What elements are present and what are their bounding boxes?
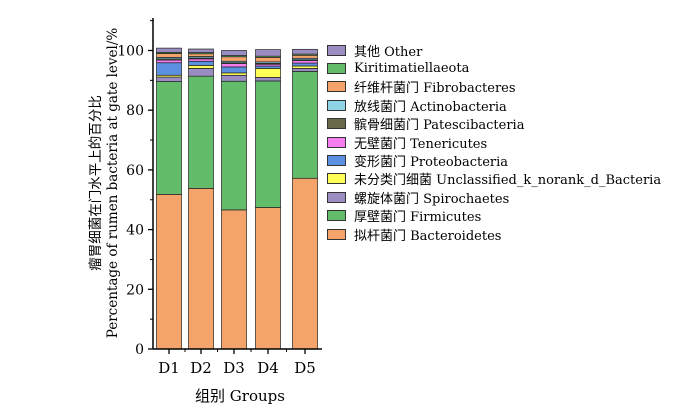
legend-label: 螺旋体菌门 Spirochaetes: [354, 191, 510, 207]
legend-swatch: [327, 191, 346, 203]
legend-item: 无壁菌门 Tenericutes: [327, 133, 661, 152]
bars-group: [156, 47, 318, 350]
legend-label: 其他 Other: [354, 44, 423, 60]
bar-D4-series-1: [255, 80, 281, 208]
bar-D5-series-10: [292, 48, 318, 55]
y-axis-label-english: Percentage of rumen bacteria at gate lev…: [105, 27, 122, 339]
x-axis-label: 组别 Groups: [195, 387, 285, 405]
bar-D5-series-0: [292, 177, 318, 350]
axes-group: 0 20 40 60 80 100 D1 D2 D3 D4 D5: [117, 18, 322, 377]
bar-D1-series-5: [156, 59, 182, 64]
legend-swatch: [327, 63, 346, 75]
y-tick-label-40: 40: [126, 223, 144, 239]
y-axis-label-chinese: 瘤胃细菌在门水平上的百分比: [87, 95, 104, 271]
legend-label: 变形菌门 Proteobacteria: [354, 155, 509, 171]
y-tick-label-60: 60: [126, 163, 144, 179]
legend-swatch: [327, 81, 346, 93]
bar-D1-series-1: [156, 81, 182, 195]
bar-D2-series-10: [188, 48, 214, 53]
y-tick-label-80: 80: [126, 103, 144, 119]
bar-D5-series-1: [292, 71, 318, 179]
legend-swatch: [327, 210, 346, 222]
bar-D1-series-0: [156, 194, 182, 350]
legend-label: 无壁菌门 Tenericutes: [354, 136, 488, 152]
bar-D2-series-8: [188, 53, 214, 57]
legend-item: 未分类门细菌 Unclassified_k_norank_d_Bacteria: [327, 170, 661, 188]
bar-D3-series-0: [221, 209, 247, 350]
bar-D2-series-2: [188, 68, 214, 77]
legend-label: 髌骨细菌门 Patescibacteria: [354, 118, 525, 134]
x-tick-label-D4: D4: [257, 359, 279, 377]
bar-D2-series-4: [188, 60, 214, 66]
legend-label: 厚壁菌门 Firmicutes: [354, 210, 482, 226]
legend-item: 纤维杆菌门 Fibrobacteres: [327, 78, 661, 96]
y-tick-label-100: 100: [117, 44, 144, 60]
bar-D1-series-4: [156, 62, 182, 76]
bar-D4-series-0: [255, 207, 281, 350]
bar-D2-series-3: [188, 65, 214, 69]
x-tick-label-D3: D3: [223, 359, 245, 377]
legend-item: Kiritimatiellaeota: [327, 59, 661, 77]
bar-D2-series-5: [188, 58, 214, 62]
bar-D1-series-8: [156, 53, 182, 58]
legend-label: 纤维杆菌门 Fibrobacteres: [354, 81, 516, 97]
legend-swatch: [327, 228, 346, 240]
legend-item: 其他 Other: [327, 41, 661, 60]
legend-item: 变形菌门 Proteobacteria: [327, 151, 661, 171]
legend-label: Kiritimatiellaeota: [354, 61, 470, 77]
bar-D1-series-2: [156, 76, 182, 82]
legend-item: 厚壁菌门 Firmicutes: [327, 207, 661, 225]
legend-item: 放线菌门 Actinobacteria: [327, 96, 661, 115]
legend: 其他 Other Kiritimatiellaeota 纤维杆菌门 Fibrobac…: [327, 41, 661, 244]
bar-D5-series-5: [292, 60, 318, 64]
y-tick-label-0: 0: [135, 342, 144, 358]
legend-item: 髌骨细菌门 Patescibacteria: [327, 115, 661, 133]
bar-D3-series-8: [221, 56, 247, 62]
legend-swatch: [327, 136, 346, 148]
bar-D3-series-1: [221, 80, 247, 211]
legend-swatch: [327, 173, 346, 185]
x-tick-label-D5: D5: [294, 359, 316, 377]
x-tick-label-D2: D2: [190, 359, 212, 377]
bar-D3-series-2: [221, 74, 247, 82]
x-tick-label-D1: D1: [158, 359, 180, 377]
bar-D4-series-8: [255, 57, 281, 63]
legend-label: 未分类门细菌 Unclassified_k_norank_d_Bacteria: [354, 173, 662, 189]
bar-D5-series-8: [292, 54, 318, 59]
bar-D3-series-5: [221, 63, 247, 68]
legend-item: 拟杆菌门 Bacteroidetes: [327, 225, 661, 244]
bar-D4-series-2: [255, 77, 281, 82]
bar-D4-series-3: [255, 68, 281, 78]
bar-D4-series-4: [255, 65, 281, 69]
bar-D3-series-4: [221, 66, 247, 74]
bar-D5-series-4: [292, 62, 318, 67]
legend-label: 放线菌门 Actinobacteria: [354, 99, 507, 115]
legend-swatch: [327, 44, 346, 56]
bar-D4-series-10: [255, 49, 281, 57]
bar-D3-series-3: [221, 72, 247, 76]
bar-D5-series-2: [292, 68, 318, 72]
bar-D2-series-0: [188, 188, 214, 350]
legend-item: 螺旋体菌门 Spirochaetes: [327, 188, 661, 207]
legend-swatch: [327, 118, 346, 130]
bar-D1-series-10: [156, 47, 182, 53]
y-tick-label-20: 20: [126, 282, 144, 298]
bar-D5-series-3: [292, 65, 318, 69]
legend-label: 拟杆菌门 Bacteroidetes: [354, 228, 502, 244]
legend-swatch: [327, 99, 346, 111]
bar-D2-series-1: [188, 75, 214, 189]
bar-D3-series-10: [221, 50, 247, 56]
legend-swatch: [327, 155, 346, 167]
